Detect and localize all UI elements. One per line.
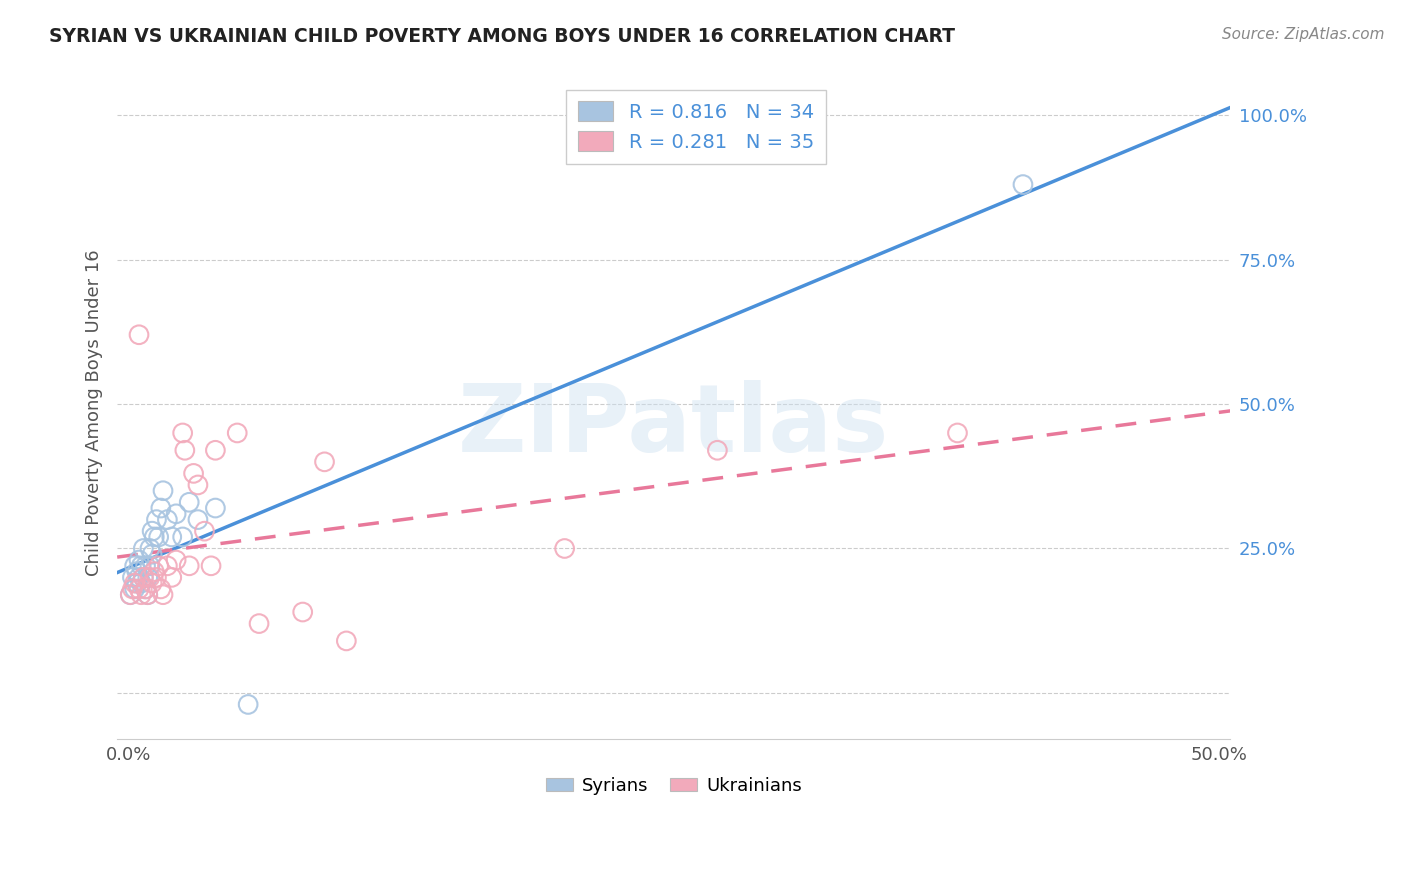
Point	[165, 553, 187, 567]
Point	[149, 501, 172, 516]
Point	[149, 582, 172, 596]
Y-axis label: Child Poverty Among Boys Under 16: Child Poverty Among Boys Under 16	[86, 250, 103, 576]
Point	[143, 565, 166, 579]
Point	[1012, 178, 1035, 192]
Point	[173, 443, 195, 458]
Point	[706, 443, 728, 458]
Point	[120, 588, 142, 602]
Point	[132, 541, 155, 556]
Point	[128, 582, 150, 596]
Point	[179, 558, 201, 573]
Point	[204, 443, 226, 458]
Point	[124, 582, 146, 596]
Point	[128, 327, 150, 342]
Point	[156, 513, 179, 527]
Point	[187, 513, 209, 527]
Point	[141, 547, 163, 561]
Point	[132, 570, 155, 584]
Point	[152, 483, 174, 498]
Point	[129, 588, 152, 602]
Point	[183, 467, 205, 481]
Point	[135, 558, 157, 573]
Point	[132, 570, 155, 584]
Point	[143, 530, 166, 544]
Point	[128, 570, 150, 584]
Point	[125, 576, 148, 591]
Point	[148, 558, 170, 573]
Legend: Syrians, Ukrainians: Syrians, Ukrainians	[538, 770, 808, 802]
Point	[165, 507, 187, 521]
Text: Source: ZipAtlas.com: Source: ZipAtlas.com	[1222, 27, 1385, 42]
Point	[139, 541, 162, 556]
Point	[136, 570, 159, 584]
Point	[172, 425, 194, 440]
Point	[160, 570, 183, 584]
Point	[128, 553, 150, 567]
Point	[236, 698, 259, 712]
Point	[135, 582, 157, 596]
Point	[141, 524, 163, 538]
Point	[141, 576, 163, 591]
Point	[204, 501, 226, 516]
Point	[193, 524, 215, 538]
Point	[160, 530, 183, 544]
Point	[152, 588, 174, 602]
Point	[554, 541, 576, 556]
Point	[946, 425, 969, 440]
Point	[200, 558, 222, 573]
Point	[291, 605, 314, 619]
Point	[136, 588, 159, 602]
Point	[145, 570, 167, 584]
Point	[120, 588, 142, 602]
Point	[129, 558, 152, 573]
Point	[145, 513, 167, 527]
Text: ZIPatlas: ZIPatlas	[458, 380, 890, 472]
Point	[247, 616, 270, 631]
Point	[172, 530, 194, 544]
Point	[139, 558, 162, 573]
Point	[156, 558, 179, 573]
Point	[135, 582, 157, 596]
Point	[125, 565, 148, 579]
Point	[124, 576, 146, 591]
Point	[179, 495, 201, 509]
Point	[124, 558, 146, 573]
Point	[226, 425, 249, 440]
Point	[139, 570, 162, 584]
Point	[314, 455, 336, 469]
Point	[136, 588, 159, 602]
Text: SYRIAN VS UKRAINIAN CHILD POVERTY AMONG BOYS UNDER 16 CORRELATION CHART: SYRIAN VS UKRAINIAN CHILD POVERTY AMONG …	[49, 27, 955, 45]
Point	[121, 570, 143, 584]
Point	[335, 634, 357, 648]
Point	[121, 582, 143, 596]
Point	[148, 530, 170, 544]
Point	[129, 576, 152, 591]
Point	[187, 478, 209, 492]
